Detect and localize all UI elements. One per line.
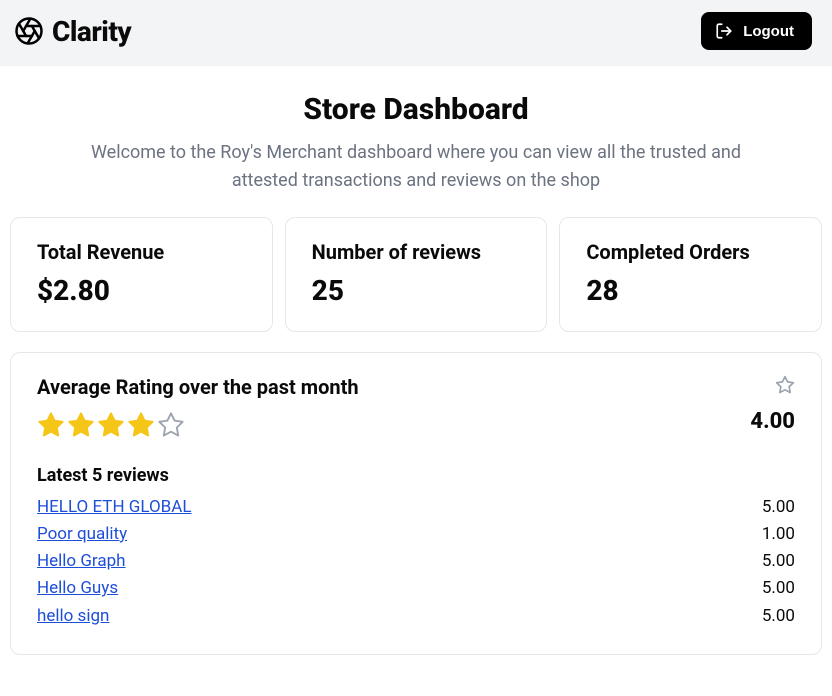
review-link[interactable]: hello sign (37, 603, 109, 630)
stat-label: Completed Orders (586, 240, 795, 264)
brand-name: Clarity (52, 15, 131, 48)
brand: Clarity (14, 15, 131, 48)
stat-label: Number of reviews (312, 240, 521, 264)
review-score: 1.00 (762, 521, 795, 548)
stat-value: 28 (586, 274, 795, 307)
star-filled-icon (97, 411, 125, 439)
star-empty-icon (157, 411, 185, 439)
stat-card-orders: Completed Orders 28 (559, 217, 822, 332)
star-filled-icon (37, 411, 65, 439)
star-filled-icon (67, 411, 95, 439)
review-link[interactable]: Hello Graph (37, 548, 126, 575)
page-subtitle: Welcome to the Roy's Merchant dashboard … (56, 139, 776, 195)
review-row: Hello Guys 5.00 (37, 575, 795, 602)
review-row: Poor quality 1.00 (37, 521, 795, 548)
review-score: 5.00 (762, 575, 795, 602)
rating-stars (37, 411, 359, 439)
logout-button[interactable]: Logout (701, 12, 812, 50)
stat-label: Total Revenue (37, 240, 246, 264)
reviews-list: HELLO ETH GLOBAL5.00Poor quality1.00Hell… (37, 494, 795, 630)
page-title: Store Dashboard (10, 92, 822, 127)
stat-value: 25 (312, 274, 521, 307)
logout-label: Logout (743, 23, 794, 40)
rating-header: Average Rating over the past month 4.00 (37, 375, 795, 465)
rating-right: 4.00 (750, 375, 795, 434)
review-score: 5.00 (762, 548, 795, 575)
stat-card-reviews: Number of reviews 25 (285, 217, 548, 332)
review-score: 5.00 (762, 603, 795, 630)
star-icon (775, 375, 795, 395)
review-row: HELLO ETH GLOBAL 5.00 (37, 494, 795, 521)
aperture-icon (14, 16, 44, 46)
review-row: hello sign 5.00 (37, 603, 795, 630)
topbar: Clarity Logout (0, 0, 832, 66)
review-link[interactable]: HELLO ETH GLOBAL (37, 494, 192, 521)
logout-icon (715, 22, 733, 40)
main: Store Dashboard Welcome to the Roy's Mer… (0, 66, 832, 665)
star-filled-icon (127, 411, 155, 439)
review-score: 5.00 (762, 494, 795, 521)
rating-title: Average Rating over the past month (37, 375, 359, 399)
stat-card-revenue: Total Revenue $2.80 (10, 217, 273, 332)
rating-card: Average Rating over the past month 4.00 … (10, 352, 822, 655)
rating-left: Average Rating over the past month (37, 375, 359, 465)
review-link[interactable]: Hello Guys (37, 575, 118, 602)
reviews-title: Latest 5 reviews (37, 465, 795, 486)
rating-value: 4.00 (750, 409, 795, 434)
review-row: Hello Graph 5.00 (37, 548, 795, 575)
review-link[interactable]: Poor quality (37, 521, 127, 548)
stats-row: Total Revenue $2.80 Number of reviews 25… (10, 217, 822, 332)
stat-value: $2.80 (37, 274, 246, 307)
